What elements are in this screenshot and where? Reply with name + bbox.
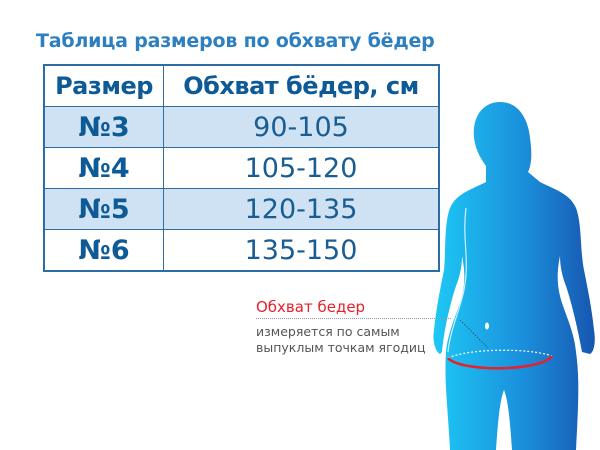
range-cell: 135-150 bbox=[163, 229, 440, 272]
range-cell: 90-105 bbox=[163, 106, 440, 148]
size-cell: №4 bbox=[43, 147, 164, 189]
navel bbox=[485, 322, 489, 330]
annotation-line-1: измеряется по самым bbox=[256, 324, 400, 339]
range-cell: 120-135 bbox=[163, 188, 440, 230]
table-row: №4 105-120 bbox=[43, 147, 440, 189]
body-silhouette bbox=[433, 102, 595, 450]
table-row: №3 90-105 bbox=[43, 106, 440, 148]
size-cell: №6 bbox=[43, 229, 164, 272]
annotation-title: Обхват бедер bbox=[256, 298, 366, 316]
annotation-description: измеряется по самым выпуклым точкам ягод… bbox=[256, 324, 426, 356]
table-row: №6 135-150 bbox=[43, 229, 440, 272]
table-row: №5 120-135 bbox=[43, 188, 440, 230]
size-table: Размер Обхват бёдер, см №3 90-105 №4 105… bbox=[43, 64, 440, 272]
pointer-line bbox=[459, 319, 489, 349]
table-header-row: Размер Обхват бёдер, см bbox=[43, 64, 440, 107]
annotation-divider bbox=[256, 318, 451, 319]
range-cell: 105-120 bbox=[163, 147, 440, 189]
body-outline-line bbox=[447, 207, 467, 353]
annotation-line-2: выпуклым точкам ягодиц bbox=[256, 340, 426, 355]
size-cell: №3 bbox=[43, 106, 164, 148]
header-hip-girth: Обхват бёдер, см bbox=[163, 64, 440, 107]
hip-dotted-line bbox=[447, 349, 553, 359]
female-silhouette-figure bbox=[433, 102, 595, 450]
hip-measure-line bbox=[447, 355, 553, 370]
header-size: Размер bbox=[43, 64, 164, 107]
size-cell: №5 bbox=[43, 188, 164, 230]
page-title: Таблица размеров по обхвату бёдер bbox=[36, 30, 435, 52]
